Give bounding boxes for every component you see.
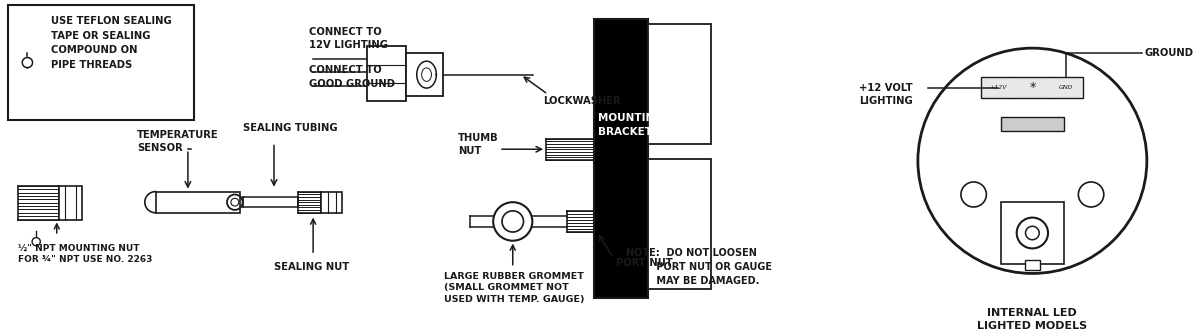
Bar — [648, 159, 712, 289]
Bar — [8, 5, 193, 120]
Circle shape — [502, 211, 523, 232]
Circle shape — [493, 202, 533, 241]
Text: +12 VOLT
LIGHTING: +12 VOLT LIGHTING — [859, 83, 913, 106]
Text: GROUND: GROUND — [1145, 48, 1194, 58]
Text: +12V: +12V — [989, 85, 1007, 90]
Bar — [406, 53, 443, 96]
Text: CONNECT TO
GOOD GROUND: CONNECT TO GOOD GROUND — [310, 65, 395, 89]
Text: LARGE RUBBER GROMMET
(SMALL GROMMET NOT
USED WITH TEMP. GAUGE): LARGE RUBBER GROMMET (SMALL GROMMET NOT … — [444, 272, 584, 304]
Text: USE TEFLON SEALING
TAPE OR SEALING
COMPOUND ON
PIPE THREADS: USE TEFLON SEALING TAPE OR SEALING COMPO… — [50, 16, 172, 69]
Bar — [1001, 202, 1063, 264]
Bar — [320, 192, 342, 213]
Bar — [156, 192, 240, 213]
Bar — [59, 186, 82, 219]
Text: ½" NPT MOUNTING NUT: ½" NPT MOUNTING NUT — [18, 243, 139, 253]
Bar — [594, 19, 648, 299]
Text: MOUNTING
BRACKET: MOUNTING BRACKET — [598, 113, 662, 137]
Text: CONNECT TO
12V LIGHTING: CONNECT TO 12V LIGHTING — [310, 27, 389, 50]
Text: THUMB
NUT: THUMB NUT — [458, 133, 498, 156]
Bar — [1001, 118, 1063, 131]
Text: FOR ¾" NPT USE NO. 2263: FOR ¾" NPT USE NO. 2263 — [18, 255, 152, 264]
Bar — [982, 77, 1084, 98]
Text: SEALING NUT: SEALING NUT — [274, 262, 349, 272]
Text: INTERNAL LED
LIGHTED MODELS: INTERNAL LED LIGHTED MODELS — [977, 308, 1087, 331]
Text: GND: GND — [1058, 85, 1073, 90]
Bar — [367, 46, 406, 101]
Text: NOTE:  DO NOT LOOSEN
         PORT NUT OR GAUGE
         MAY BE DAMAGED.: NOTE: DO NOT LOOSEN PORT NUT OR GAUGE MA… — [626, 248, 773, 287]
Circle shape — [918, 48, 1147, 274]
Text: SEALING TUBING: SEALING TUBING — [242, 123, 337, 133]
Bar — [1025, 260, 1040, 270]
Bar — [648, 24, 712, 144]
Text: *: * — [1030, 81, 1036, 94]
Text: LOCKWASHER: LOCKWASHER — [544, 96, 620, 106]
Text: PORT NUT: PORT NUT — [616, 258, 672, 268]
Text: TEMPERATURE
SENSOR: TEMPERATURE SENSOR — [137, 130, 218, 153]
